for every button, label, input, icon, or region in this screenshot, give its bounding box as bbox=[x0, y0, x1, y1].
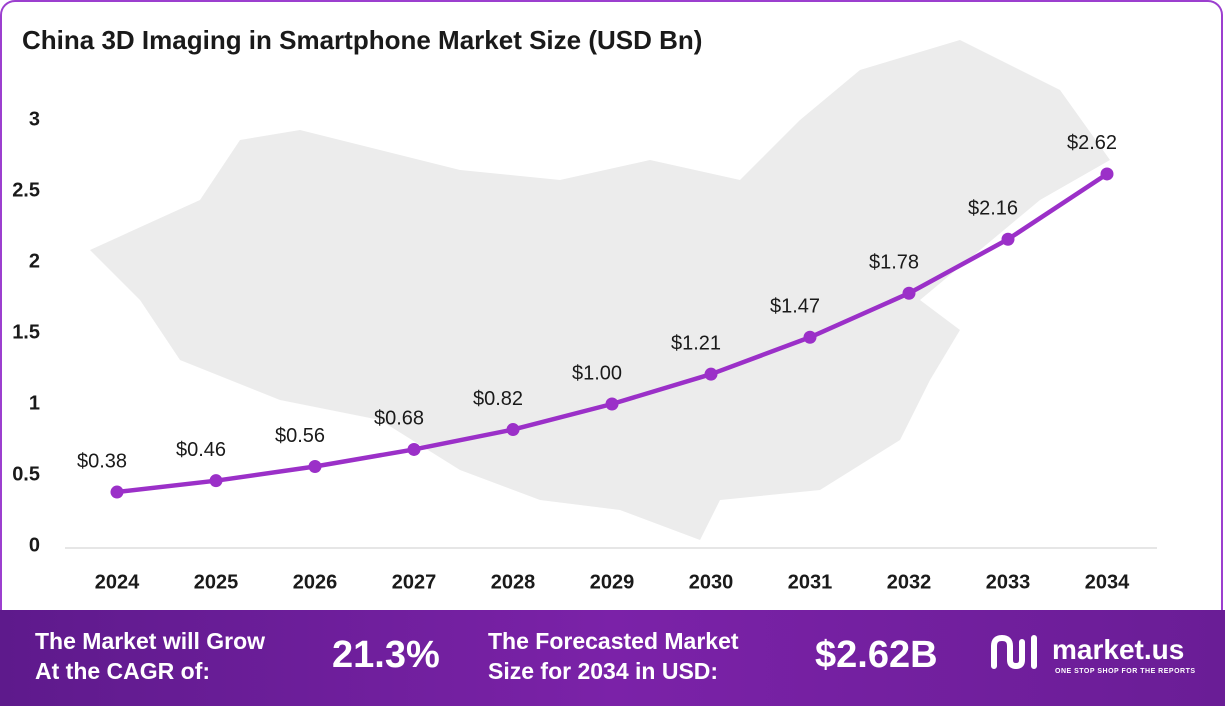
data-label: $1.47 bbox=[770, 296, 820, 318]
y-tick-label: 0 bbox=[29, 534, 40, 556]
footer: The Market will Grow At the CAGR of: 21.3… bbox=[0, 610, 1225, 706]
point bbox=[209, 474, 223, 488]
point bbox=[605, 397, 619, 411]
y-tick-label: 2.5 bbox=[12, 179, 40, 201]
text-line: Size for 2034 in USD: bbox=[488, 658, 719, 684]
x-tick-label: 2032 bbox=[887, 571, 932, 593]
x-tick-label: 2030 bbox=[689, 571, 734, 593]
point bbox=[1100, 167, 1114, 181]
y-tick-label: 3 bbox=[29, 108, 40, 130]
map-background bbox=[90, 40, 1110, 540]
data-label: $2.62 bbox=[1067, 132, 1117, 154]
point bbox=[1001, 232, 1015, 246]
x-tick-label: 2033 bbox=[986, 571, 1031, 593]
x-tick-label: 2031 bbox=[788, 571, 833, 593]
cagr-text: The Market will Grow At the CAGR of: bbox=[35, 626, 265, 686]
x-tick-label: 2026 bbox=[293, 571, 338, 593]
point bbox=[506, 423, 520, 437]
data-label: $0.82 bbox=[473, 388, 523, 410]
text-line: At the CAGR of: bbox=[35, 658, 211, 684]
y-tick-label: 0.5 bbox=[12, 463, 40, 485]
data-label: $1.00 bbox=[572, 362, 622, 384]
y-tick-label: 1.5 bbox=[12, 321, 40, 343]
text-line: The Market will Grow bbox=[35, 628, 266, 654]
text-line: The Forecasted Market bbox=[488, 628, 739, 654]
x-tick-label: 2028 bbox=[491, 571, 536, 593]
x-tick-label: 2034 bbox=[1085, 571, 1130, 593]
point bbox=[308, 459, 322, 473]
point bbox=[110, 485, 124, 499]
brand: market.us bbox=[1052, 634, 1185, 665]
point bbox=[803, 330, 817, 344]
data-label: $1.78 bbox=[869, 252, 919, 274]
data-label: $2.16 bbox=[968, 198, 1018, 220]
point bbox=[704, 367, 718, 381]
chart: China 3D Imaging in Smartphone Market Si… bbox=[0, 0, 1223, 642]
x-tick-label: 2024 bbox=[95, 571, 140, 593]
point bbox=[902, 286, 916, 300]
data-label: $1.21 bbox=[671, 332, 721, 354]
point bbox=[407, 442, 421, 456]
forecast-value: $2.62B bbox=[815, 634, 938, 676]
data-label: $0.46 bbox=[176, 439, 226, 461]
y-tick-label: 2 bbox=[29, 250, 40, 272]
data-label: $0.68 bbox=[374, 408, 424, 430]
chart-title: China 3D Imaging in Smartphone Market Si… bbox=[22, 25, 702, 55]
x-tick-label: 2027 bbox=[392, 571, 437, 593]
forecast-text: The Forecasted Market Size for 2034 in US… bbox=[488, 626, 739, 686]
x-tick-label: 2029 bbox=[590, 571, 635, 593]
logo-icon bbox=[991, 634, 1037, 670]
tagline: ONE STOP SHOP FOR THE REPORTS bbox=[1055, 668, 1196, 675]
data-label: $0.38 bbox=[77, 450, 127, 472]
cagr-value: 21.3% bbox=[332, 634, 440, 676]
data-label: $0.56 bbox=[275, 425, 325, 447]
y-tick-label: 1 bbox=[29, 392, 40, 414]
x-tick-label: 2025 bbox=[194, 571, 239, 593]
